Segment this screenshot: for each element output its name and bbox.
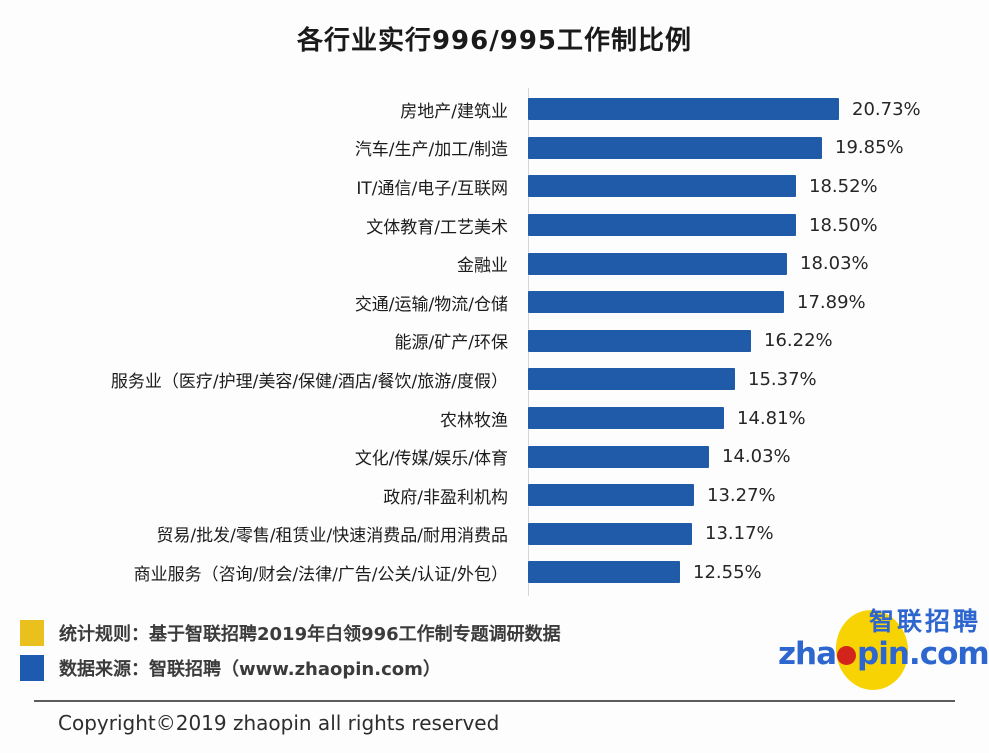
bar-track: 15.37%: [528, 360, 817, 399]
value-label: 18.52%: [809, 175, 878, 197]
category-label: 政府/非盈利机构: [383, 487, 508, 508]
value-label: 17.89%: [797, 291, 866, 313]
value-label: 18.50%: [809, 214, 878, 236]
bar-track: 19.85%: [528, 129, 904, 168]
logo-latin-suffix: pin.com: [857, 636, 989, 672]
chart-row: 文体教育/工艺美术 18.50%: [0, 206, 989, 245]
bar: [528, 291, 784, 314]
value-label: 18.03%: [800, 253, 869, 275]
chart-row: 汽车/生产/加工/制造 19.85%: [0, 129, 989, 168]
legend-row-rule: 统计规则：基于智联招聘2019年白领996工作制专题调研数据: [20, 620, 561, 646]
value-label: 13.17%: [705, 523, 774, 545]
category-label: IT/通信/电子/互联网: [356, 178, 508, 199]
bar-track: 14.81%: [528, 399, 806, 438]
copyright-text: Copyright©2019 zhaopin all rights reserv…: [58, 711, 500, 735]
bar-track: 18.52%: [528, 167, 878, 206]
value-label: 15.37%: [748, 368, 817, 390]
value-label: 13.27%: [707, 484, 776, 506]
chart-title: 各行业实行996/995工作制比例: [296, 26, 693, 56]
chart-rows: 房地产/建筑业 20.73% 汽车/生产/加工/制造 19.85% IT/通信/…: [0, 90, 989, 592]
zhaopin-logo: 智联招聘 zha pin.com: [778, 600, 989, 698]
blue-square-icon: [20, 655, 44, 681]
bar-track: 14.03%: [528, 437, 791, 476]
bar: [528, 561, 680, 584]
chart-row: 文化/传媒/娱乐/体育 14.03%: [0, 437, 989, 476]
category-label: 农林牧渔: [440, 410, 508, 431]
legend-text-source: 数据来源：智联招聘（www.zhaopin.com）: [59, 659, 441, 680]
chart-row: 金融业 18.03%: [0, 244, 989, 283]
category-label: 贸易/批发/零售/租赁业/快速消费品/耐用消费品: [156, 526, 508, 547]
footer-divider: [34, 700, 955, 702]
category-label: 文化/传媒/娱乐/体育: [354, 449, 508, 470]
bar: [528, 175, 796, 198]
category-label: 商业服务（咨询/财会/法律/广告/公关/认证/外包）: [133, 564, 508, 585]
bar: [528, 98, 839, 121]
category-label: 服务业（医疗/护理/美容/保健/酒店/餐饮/旅游/度假）: [110, 371, 508, 392]
value-label: 14.03%: [722, 446, 791, 468]
chart-row: 农林牧渔 14.81%: [0, 399, 989, 438]
bar-track: 13.17%: [528, 515, 774, 554]
category-label: 能源/矿产/环保: [394, 333, 508, 354]
legend-text-rule: 统计规则：基于智联招聘2019年白领996工作制专题调研数据: [59, 624, 561, 645]
value-label: 19.85%: [835, 137, 904, 159]
value-label: 12.55%: [693, 561, 762, 583]
chart-row: IT/通信/电子/互联网 18.52%: [0, 167, 989, 206]
bar: [528, 329, 751, 352]
chart-row: 商业服务（咨询/财会/法律/广告/公关/认证/外包） 12.55%: [0, 553, 989, 592]
bar: [528, 484, 694, 507]
bar-track: 13.27%: [528, 476, 776, 515]
bar-track: 12.55%: [528, 553, 762, 592]
logo-chinese-name: 智联招聘: [868, 607, 981, 636]
chart-row: 交通/运输/物流/仓储 17.89%: [0, 283, 989, 322]
logo-latin-prefix: zha: [778, 636, 837, 672]
bar-track: 20.73%: [528, 90, 921, 129]
value-label: 20.73%: [852, 98, 921, 120]
value-label: 14.81%: [737, 407, 806, 429]
category-label: 交通/运输/物流/仓储: [354, 294, 508, 315]
bar-track: 16.22%: [528, 322, 833, 361]
yellow-square-icon: [20, 620, 44, 646]
bar-track: 18.50%: [528, 206, 878, 245]
legend-row-source: 数据来源：智联招聘（www.zhaopin.com）: [20, 655, 561, 681]
chart-row: 能源/矿产/环保 16.22%: [0, 322, 989, 361]
legend: 统计规则：基于智联招聘2019年白领996工作制专题调研数据 数据来源：智联招聘…: [20, 620, 561, 690]
chart-row: 服务业（医疗/护理/美容/保健/酒店/餐饮/旅游/度假） 15.37%: [0, 360, 989, 399]
chart-row: 房地产/建筑业 20.73%: [0, 90, 989, 129]
category-label: 文体教育/工艺美术: [366, 217, 508, 238]
category-label: 金融业: [457, 256, 508, 277]
bar: [528, 252, 787, 275]
bar-track: 17.89%: [528, 283, 866, 322]
bar: [528, 445, 709, 468]
bar: [528, 368, 735, 391]
bar-track: 18.03%: [528, 244, 869, 283]
category-label: 汽车/生产/加工/制造: [354, 140, 508, 161]
bar: [528, 407, 724, 430]
chart-row: 政府/非盈利机构 13.27%: [0, 476, 989, 515]
category-label: 房地产/建筑业: [400, 101, 508, 122]
bar: [528, 136, 822, 159]
logo-latin-name: zha pin.com: [778, 636, 989, 672]
logo-red-dot-icon: [837, 646, 857, 665]
bar: [528, 522, 692, 545]
bar: [528, 214, 796, 237]
chart-row: 贸易/批发/零售/租赁业/快速消费品/耐用消费品 13.17%: [0, 515, 989, 554]
value-label: 16.22%: [764, 330, 833, 352]
